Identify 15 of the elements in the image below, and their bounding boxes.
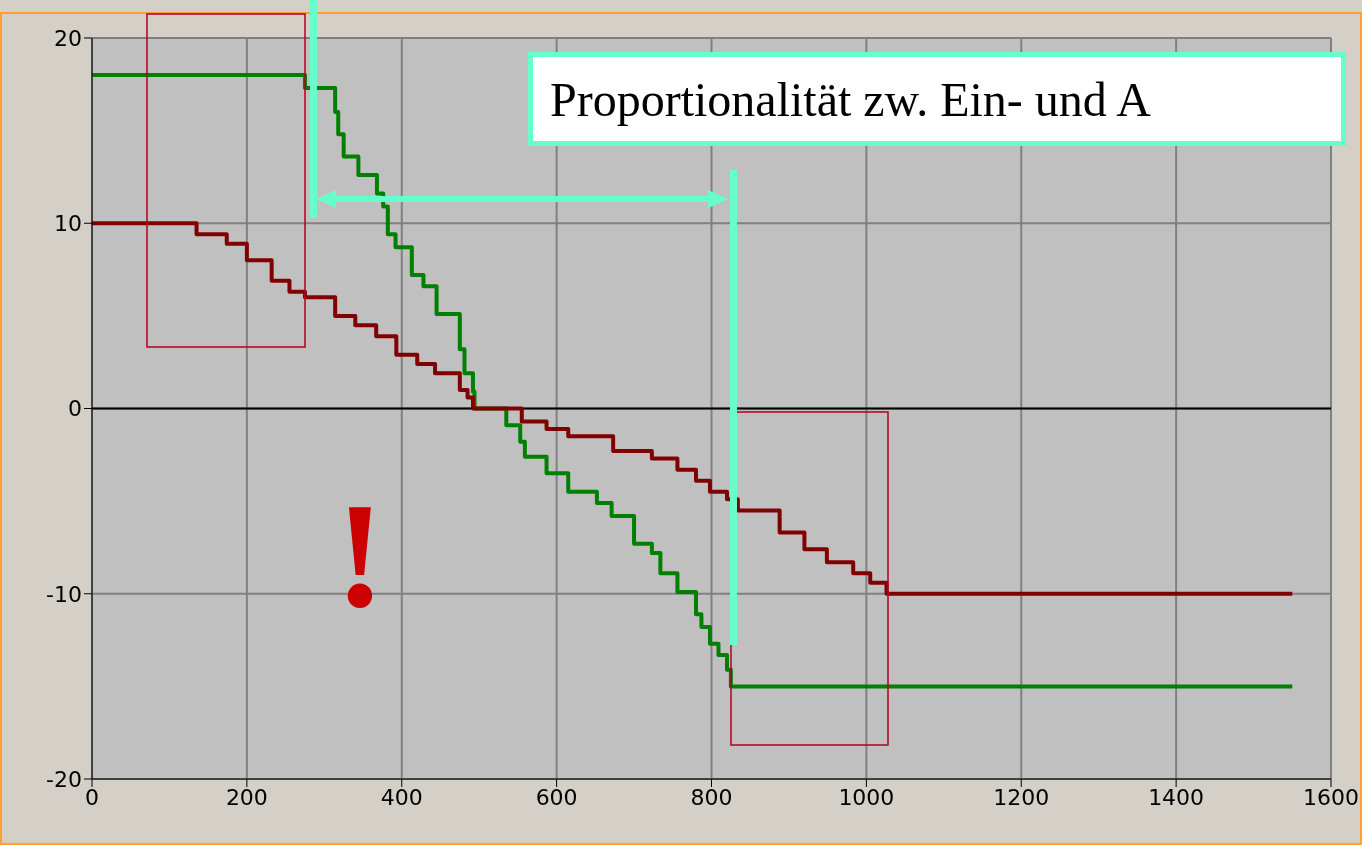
annotation: !: [335, 472, 385, 638]
y-tick-label: 10: [54, 211, 82, 237]
x-tick-label: 200: [225, 784, 268, 810]
y-tick-label: 20: [54, 25, 82, 51]
x-tick-label: 1600: [1303, 784, 1359, 810]
x-tick-label: 800: [690, 784, 733, 810]
x-tick-label: 400: [380, 784, 423, 810]
x-tick-label: 1400: [1148, 784, 1205, 810]
y-tick-label: 0: [68, 396, 82, 422]
x-tick-label: 1200: [993, 784, 1050, 810]
y-tick-label: -20: [46, 766, 82, 792]
y-tick-label: -10: [46, 581, 82, 607]
x-tick-label: 0: [85, 784, 99, 810]
x-tick-label: 1000: [838, 784, 895, 810]
x-tick-label: 600: [535, 784, 578, 810]
